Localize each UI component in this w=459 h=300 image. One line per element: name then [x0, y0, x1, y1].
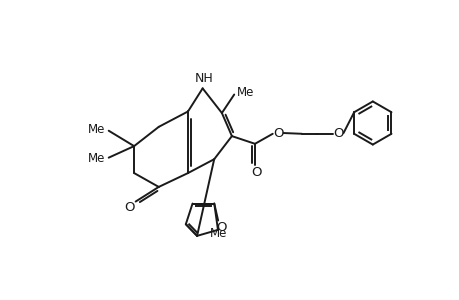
Text: O: O: [332, 127, 343, 140]
Text: Me: Me: [209, 227, 226, 240]
Text: Me: Me: [88, 123, 106, 136]
Text: O: O: [272, 127, 283, 140]
Text: Me: Me: [237, 86, 254, 99]
Text: O: O: [251, 166, 261, 179]
Text: Me: Me: [88, 152, 106, 165]
Text: O: O: [215, 221, 226, 234]
Text: O: O: [124, 201, 134, 214]
Text: NH: NH: [194, 72, 213, 85]
